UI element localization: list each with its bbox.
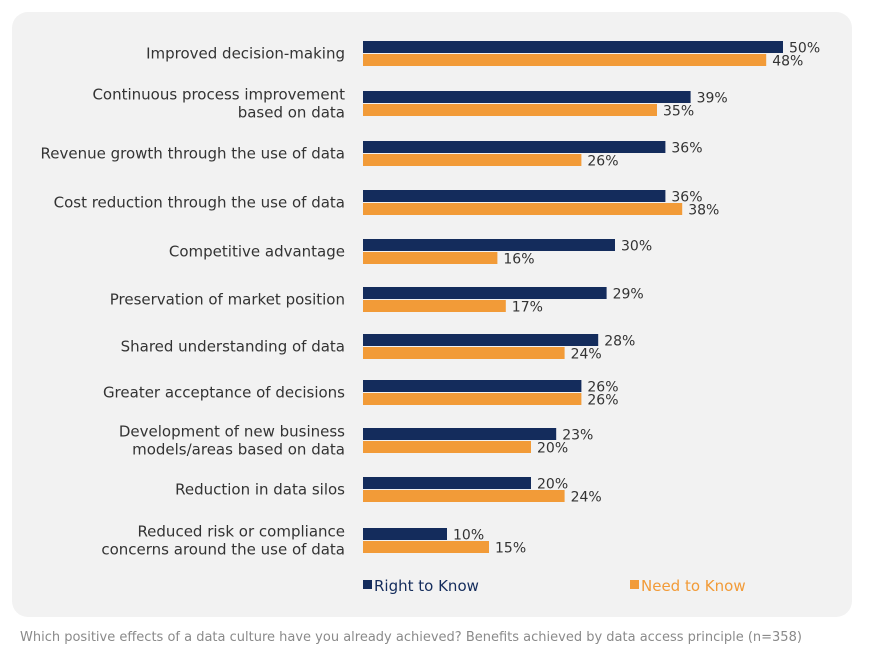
category-label: Greater acceptance of decisions (103, 384, 345, 402)
value-label: 29% (613, 287, 644, 303)
category-label: Improved decision-making (146, 45, 345, 63)
bar-need-to-know (363, 347, 565, 359)
category-label: based on data (238, 104, 345, 122)
bar-need-to-know (363, 300, 506, 312)
bar-chart: Improved decision-making 50%48% Continuous… (41, 41, 821, 596)
value-label: 15% (495, 541, 526, 557)
value-label: 23% (562, 428, 593, 444)
bar-need-to-know (363, 54, 767, 66)
value-label: 50% (789, 41, 820, 57)
category-label: Development of new business (119, 423, 345, 441)
legend-swatch (363, 580, 372, 589)
bar-right-to-know (363, 428, 557, 440)
value-label: 20% (537, 441, 568, 457)
legend-label: Need to Know (641, 577, 746, 595)
category-label: models/areas based on data (132, 441, 345, 459)
bar-right-to-know (363, 528, 447, 540)
chart-caption: Which positive effects of a data culture… (20, 630, 802, 645)
value-label: 35% (663, 104, 694, 120)
bar-need-to-know (363, 441, 531, 453)
category-label: Shared understanding of data (121, 338, 345, 356)
value-label: 30% (621, 239, 652, 255)
value-label: 26% (587, 393, 618, 409)
bar-need-to-know (363, 541, 489, 553)
legend-label: Right to Know (374, 577, 479, 595)
bar-right-to-know (363, 41, 783, 53)
bar-right-to-know (363, 190, 666, 202)
value-label: 26% (587, 380, 618, 396)
bar-need-to-know (363, 104, 657, 116)
bar-right-to-know (363, 477, 531, 489)
category-label: Preservation of market position (110, 291, 345, 309)
value-label: 20% (537, 477, 568, 493)
value-label: 28% (604, 334, 635, 350)
category-label: Competitive advantage (169, 243, 345, 261)
bar-right-to-know (363, 380, 582, 392)
bar-right-to-know (363, 239, 615, 251)
bar-need-to-know (363, 203, 683, 215)
category-label: Continuous process improvement (92, 86, 345, 104)
value-label: 26% (587, 154, 618, 170)
bar-need-to-know (363, 154, 582, 166)
value-label: 24% (571, 347, 602, 363)
value-label: 24% (571, 490, 602, 506)
bar-need-to-know (363, 252, 498, 264)
value-label: 48% (772, 54, 803, 70)
category-label: Revenue growth through the use of data (41, 145, 345, 163)
value-label: 17% (512, 300, 543, 316)
value-label: 16% (503, 252, 534, 268)
category-label: Reduction in data silos (175, 481, 345, 499)
bar-right-to-know (363, 334, 599, 346)
legend-swatch (630, 580, 639, 589)
bar-right-to-know (363, 91, 691, 103)
value-label: 36% (671, 141, 702, 157)
category-label: concerns around the use of data (101, 541, 345, 559)
bar-right-to-know (363, 141, 666, 153)
value-label: 36% (671, 190, 702, 206)
category-label: Cost reduction through the use of data (54, 194, 345, 212)
bar-need-to-know (363, 393, 582, 405)
bar-need-to-know (363, 490, 565, 502)
value-label: 10% (453, 528, 484, 544)
value-label: 38% (688, 203, 719, 219)
category-label: Reduced risk or compliance (137, 523, 345, 541)
value-label: 39% (697, 91, 728, 107)
bar-right-to-know (363, 287, 607, 299)
